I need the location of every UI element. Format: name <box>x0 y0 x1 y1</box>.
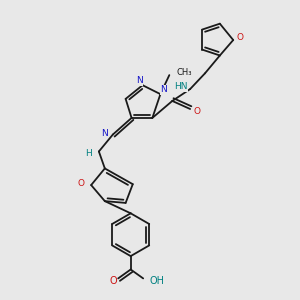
Text: HN: HN <box>174 82 188 91</box>
Text: N: N <box>136 76 142 85</box>
Text: O: O <box>236 33 243 42</box>
Text: O: O <box>109 276 117 286</box>
Text: N: N <box>101 129 107 138</box>
Text: OH: OH <box>150 276 165 286</box>
Text: O: O <box>193 107 200 116</box>
Text: CH₃: CH₃ <box>177 68 192 76</box>
Text: O: O <box>78 179 85 188</box>
Text: H: H <box>85 149 92 158</box>
Text: N: N <box>160 85 167 94</box>
